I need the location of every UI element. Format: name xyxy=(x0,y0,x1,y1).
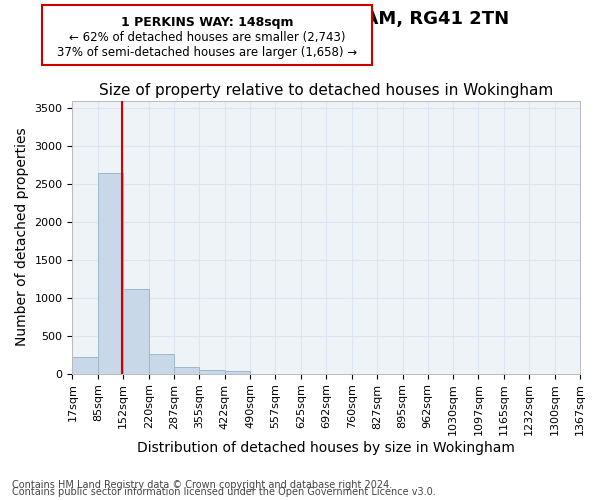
X-axis label: Distribution of detached houses by size in Wokingham: Distribution of detached houses by size … xyxy=(137,441,515,455)
Bar xyxy=(73,357,98,374)
Bar xyxy=(174,367,199,374)
Text: ← 62% of detached houses are smaller (2,743): ← 62% of detached houses are smaller (2,… xyxy=(69,31,345,44)
Text: Contains HM Land Registry data © Crown copyright and database right 2024.: Contains HM Land Registry data © Crown c… xyxy=(12,480,392,490)
Text: 1 PERKINS WAY: 148sqm: 1 PERKINS WAY: 148sqm xyxy=(121,16,293,29)
Text: 37% of semi-detached houses are larger (1,658) →: 37% of semi-detached houses are larger (… xyxy=(57,46,357,59)
Y-axis label: Number of detached properties: Number of detached properties xyxy=(15,128,29,346)
Bar xyxy=(98,172,124,374)
Bar xyxy=(123,288,149,374)
Bar xyxy=(199,370,225,374)
Bar xyxy=(149,354,174,374)
Text: Contains public sector information licensed under the Open Government Licence v3: Contains public sector information licen… xyxy=(12,487,436,497)
Bar xyxy=(224,371,250,374)
Text: 1, PERKINS WAY, WOKINGHAM, RG41 2TN: 1, PERKINS WAY, WOKINGHAM, RG41 2TN xyxy=(91,10,509,28)
Title: Size of property relative to detached houses in Wokingham: Size of property relative to detached ho… xyxy=(99,83,553,98)
